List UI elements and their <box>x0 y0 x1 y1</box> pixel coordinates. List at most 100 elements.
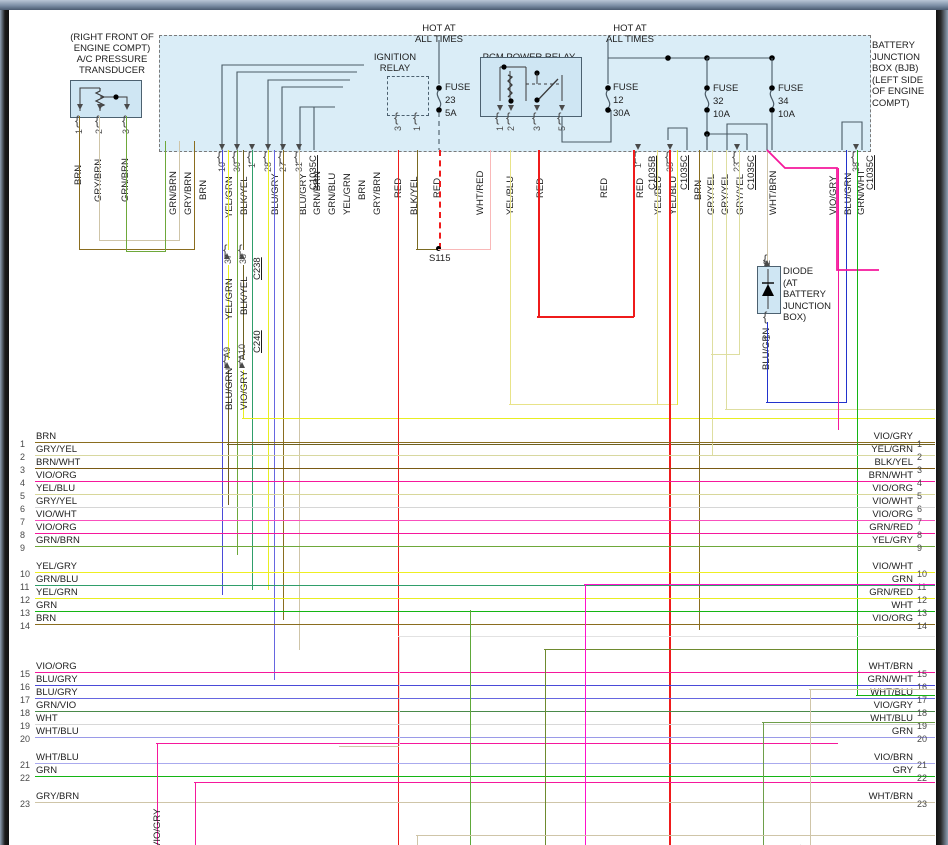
left-bus-wire-17 <box>35 698 935 699</box>
transducer-pin1-connector: { <box>75 113 80 128</box>
wire-run-whtbrn-b-lower <box>416 835 418 845</box>
left-bus-wire-16 <box>35 685 935 686</box>
left-bus-number-6: 6 <box>20 504 26 514</box>
right-bus-number-10: 10 <box>917 569 928 579</box>
callout-conn-1b: { <box>633 149 638 164</box>
wire-run-gryyel-f32c-h <box>725 409 935 410</box>
left-bus-wire-2 <box>35 455 935 456</box>
wire-label-whtred: WHT/RED <box>475 170 486 215</box>
left-bus-number-16: 16 <box>20 682 31 692</box>
callout-number-23: 23 <box>732 161 742 172</box>
left-bus-wire-6 <box>35 507 935 508</box>
left-bus-number-1: 1 <box>20 439 26 449</box>
callout-arrow-30 <box>233 144 240 150</box>
bjb-lower-branches <box>667 121 863 150</box>
wire-run-viogry-lower <box>156 743 158 845</box>
window-chrome-right <box>936 10 948 845</box>
left-bus-label-12: YEL/GRN <box>36 587 78 598</box>
callout-arrow-35 <box>666 144 673 150</box>
wire-run-gryyel-f32c <box>725 150 727 410</box>
transducer-location-note-1: (RIGHT FRONT OF <box>70 32 154 43</box>
wire-label-yelgrn-c240: VIO/GRY <box>239 370 250 410</box>
wire-run-blugrn-diode <box>766 322 768 403</box>
transducer-location-note-2: ENGINE COMPT) <box>73 43 151 54</box>
right-bus-label-22: GRY <box>892 765 913 776</box>
left-bus-wire-20 <box>35 737 935 738</box>
wire-run-yelgrn-seg2 <box>227 265 229 360</box>
wire-run-grnwht-h <box>856 695 935 696</box>
right-bus-label-20: GRN <box>891 726 913 737</box>
window-chrome-top <box>0 0 948 10</box>
wire-run-viogry-lower-h <box>156 743 838 744</box>
left-bus-number-7: 7 <box>20 517 26 527</box>
right-bus-label-7: VIO/ORG <box>872 509 913 520</box>
fuse-12-name: FUSE <box>613 82 639 93</box>
wire-run-yelblu-pcm-h <box>509 404 677 405</box>
callout-conn-38b: { <box>238 242 243 257</box>
wire-label-red-d: RED <box>599 177 610 198</box>
left-bus-wire-19 <box>35 724 935 725</box>
wire-grnbrn-transducer-up <box>165 141 166 252</box>
wire-label-blkyel-c238: BLK/YEL <box>239 276 250 315</box>
left-bus-number-9: 9 <box>20 543 26 553</box>
callout-number-1b: 1 <box>633 162 643 168</box>
callout-arrow-a10-up <box>239 362 245 368</box>
wire-run-brn-f32 <box>698 150 700 630</box>
left-bus-label-6: GRY/YEL <box>36 496 78 507</box>
hot-at-all-times-1-line1: HOT AT <box>422 23 456 34</box>
pcm-relay-pin2-connector: { <box>506 110 511 125</box>
wire-run-yelblu-35a <box>656 150 658 405</box>
left-bus-number-11: 11 <box>20 582 30 592</box>
left-bus-number-3: 3 <box>20 465 26 475</box>
wire-run-viobrn-lower-h <box>194 782 935 783</box>
wire-label-red-e: RED <box>635 177 646 198</box>
wire-brn-transducer <box>79 116 80 249</box>
wire-run-yelblu-pcm <box>509 150 511 405</box>
fuse-34-name: FUSE <box>778 83 804 94</box>
fuse-34-number: 34 <box>778 96 789 107</box>
fuse-12-rating: 30A <box>613 108 630 119</box>
left-bus-wire-5 <box>35 494 935 495</box>
left-bus-label-1: BRN <box>36 431 57 442</box>
left-bus-number-20: 20 <box>20 734 31 744</box>
wire-run-grnred-lower-h <box>544 649 935 650</box>
wire-run-blkyel-chain <box>242 150 244 250</box>
fuse-32-rating: 10A <box>713 109 730 120</box>
left-bus-wire-13 <box>35 611 935 612</box>
left-bus-label-11: GRN/BLU <box>36 574 79 585</box>
diode-label: DIODE (AT BATTERY JUNCTION BOX) <box>783 266 832 323</box>
left-bus-label-14: BRN <box>36 613 57 624</box>
transducer-pin3-arrow <box>123 104 130 110</box>
left-bus-label-19: WHT <box>36 713 58 724</box>
wire-run-viobrn-lower <box>194 782 196 845</box>
fuse-12-number: 12 <box>613 95 624 106</box>
pcm-power-relay-internals <box>499 64 563 104</box>
fuse-23-name: FUSE <box>445 82 471 93</box>
right-bus-label-17: WHT/BLU <box>870 687 913 698</box>
hot-at-all-times-2-line2: ALL TIMES <box>605 34 655 45</box>
callout-number-37: 37 <box>223 253 233 264</box>
callout-conn-37: { <box>223 242 228 257</box>
splice-s115-label: S115 <box>429 253 451 264</box>
callout-conn-31: { <box>294 149 299 164</box>
right-bus-number-6: 6 <box>917 504 923 514</box>
diode-symbol <box>762 269 774 309</box>
callout-arrow-10 <box>218 144 225 150</box>
left-bus-wire-22 <box>35 776 935 777</box>
wire-run-blkyel-h <box>227 444 935 445</box>
ignition-relay-name-2: RELAY <box>379 63 411 74</box>
wire-run-blkyel-ignrelay <box>416 150 418 250</box>
left-bus-label-9: GRN/BRN <box>36 535 80 546</box>
right-bus-label-1: VIO/GRY <box>873 431 913 442</box>
right-bus-label-3: BLK/YEL <box>874 457 913 468</box>
fuse-23-rating: 5A <box>445 108 457 119</box>
wire-run-viogry-b-lower <box>584 584 586 845</box>
pcm-relay-pin-number-2: 2 <box>506 125 516 131</box>
wire-label-red-a: RED <box>393 177 404 198</box>
bjb-top-bus <box>608 55 775 88</box>
right-bus-number-18: 18 <box>917 708 928 718</box>
left-bus-wire-18 <box>35 711 935 712</box>
wire-grybrn-transducer <box>99 116 100 240</box>
right-bus-label-18: VIO/GRY <box>873 700 913 711</box>
